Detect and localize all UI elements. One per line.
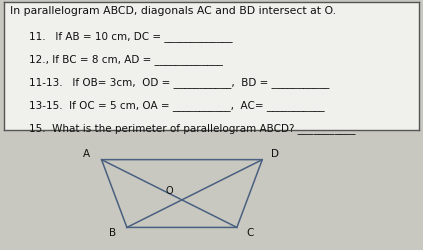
Text: 11-13.   If OB= 3cm,  OD = ___________,  BD = ___________: 11-13. If OB= 3cm, OD = ___________, BD … xyxy=(29,76,330,87)
Text: O: O xyxy=(165,185,173,195)
Text: B: B xyxy=(109,228,115,237)
Text: D: D xyxy=(271,149,279,159)
Text: 13-15.  If OC = 5 cm, OA = ___________,  AC= ___________: 13-15. If OC = 5 cm, OA = ___________, A… xyxy=(29,100,325,110)
Text: A: A xyxy=(83,149,90,159)
Text: C: C xyxy=(246,228,253,237)
Text: 12., If BC = 8 cm, AD = _____________: 12., If BC = 8 cm, AD = _____________ xyxy=(29,54,223,64)
Text: In parallelogram ABCD, diagonals AC and BD intersect at O.: In parallelogram ABCD, diagonals AC and … xyxy=(11,6,336,16)
Text: 15.  What is the perimeter of parallelogram ABCD? ___________: 15. What is the perimeter of parallelogr… xyxy=(29,122,356,133)
Text: 11.   If AB = 10 cm, DC = _____________: 11. If AB = 10 cm, DC = _____________ xyxy=(29,30,233,42)
